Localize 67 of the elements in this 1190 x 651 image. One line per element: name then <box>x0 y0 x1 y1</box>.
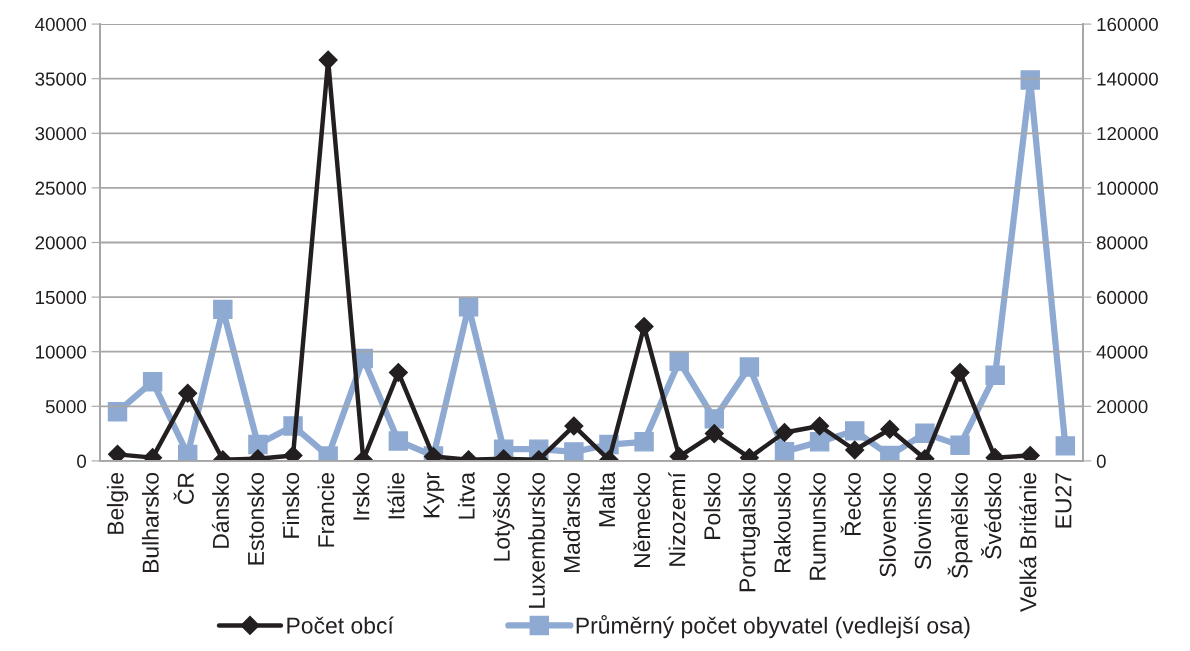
point <box>248 434 268 455</box>
y-tick-label: 40000 <box>35 17 87 32</box>
x-tick-label: Bulharsko <box>141 472 159 573</box>
point <box>177 444 198 461</box>
y2-tick-label: 0 <box>1096 454 1106 468</box>
x-tick-label: Nizozemí <box>668 472 686 566</box>
legend-label: Počet obcí <box>287 616 394 634</box>
y2-tick-label: 100000 <box>1097 181 1158 195</box>
y-tick-label: 5000 <box>45 400 87 414</box>
y2-tick-label: 120000 <box>1097 126 1158 141</box>
y-tick-label: 0 <box>77 454 87 468</box>
y2-tick-label: 60000 <box>1097 290 1148 305</box>
x-tick-label: Luxembursko <box>528 472 545 608</box>
point <box>388 431 409 451</box>
y-tick-label: 25000 <box>35 181 87 195</box>
point <box>739 357 760 377</box>
y2-tick-label: 20000 <box>1097 400 1148 414</box>
point <box>213 299 233 320</box>
x-tick-label: Lotyšsko <box>492 472 515 561</box>
y-tick-label: 15000 <box>36 290 87 305</box>
point <box>1055 436 1076 456</box>
x-tick-label: Rakousko <box>773 472 791 573</box>
x-tick-label: Irsko <box>352 472 370 520</box>
x-tick-label: Švédsko <box>981 472 1002 559</box>
x-tick-label: Španělsko <box>947 472 973 578</box>
x-tick-label: Slovensko <box>879 472 896 577</box>
point <box>458 296 479 317</box>
x-tick-label: Kypr <box>423 472 445 518</box>
y-tick-label: 35000 <box>35 72 87 86</box>
x-tick-label: Německo <box>633 472 651 567</box>
x-tick-label: Slovinsko <box>914 472 932 570</box>
x-tick-label: Maďarsko <box>563 472 581 573</box>
x-tick-label: Portugalsko <box>738 472 761 592</box>
y-tick-label: 10000 <box>36 345 87 359</box>
point <box>774 441 795 461</box>
y2-tick-label: 160000 <box>1097 17 1158 32</box>
point <box>564 442 584 461</box>
point <box>142 372 163 392</box>
y2-tick-label: 40000 <box>1096 345 1148 359</box>
y2-tick-label: 140000 <box>1097 72 1158 86</box>
x-tick-label: Dánsko <box>211 472 229 548</box>
x-tick-label: Belgie <box>106 473 129 534</box>
legend-label: Průměrný počet obyvatel (vedlejší osa) <box>576 614 970 639</box>
point <box>809 432 830 452</box>
x-tick-label: Francie <box>317 473 335 547</box>
point <box>704 409 725 429</box>
point <box>950 435 970 456</box>
x-tick-label: Finsko <box>282 472 300 538</box>
x-tick-label: EU27 <box>1055 473 1072 528</box>
point <box>985 365 1005 385</box>
x-tick-label: Itálie <box>387 473 405 519</box>
x-tick-label: Rumunsko <box>808 472 826 580</box>
point <box>844 421 865 441</box>
point <box>634 432 654 452</box>
x-tick-label: Velká Británie <box>1019 473 1037 613</box>
y-tick-label: 30000 <box>35 126 87 141</box>
x-tick-label: Litva <box>457 472 475 519</box>
y2-tick-label: 80000 <box>1096 236 1148 250</box>
point <box>915 423 935 444</box>
point <box>1020 70 1040 90</box>
point <box>669 351 689 371</box>
x-tick-label: Polsko <box>703 472 721 539</box>
x-tick-label: Malta <box>598 472 616 527</box>
x-tick-label: Řecko <box>840 472 861 536</box>
y-tick-label: 20000 <box>35 236 87 250</box>
x-tick-label: Estonsko <box>247 472 265 565</box>
x-tick-label: ČR <box>173 473 194 504</box>
